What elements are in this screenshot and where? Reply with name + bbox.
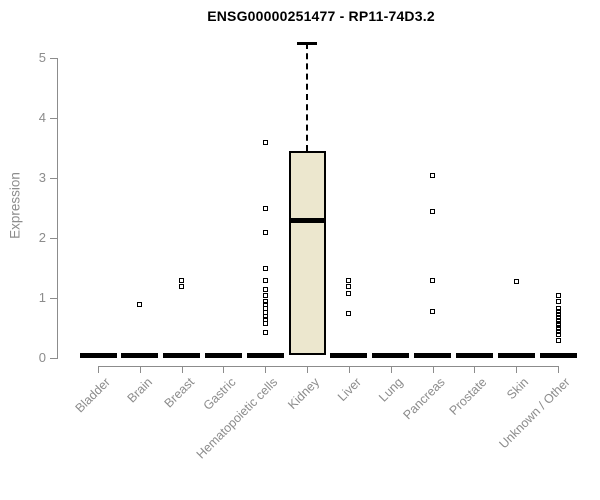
box-kidney <box>288 151 326 355</box>
outlier-point <box>179 283 185 289</box>
outlier-point <box>262 330 268 336</box>
chart-title: ENSG00000251477 - RP11-74D3.2 <box>207 8 435 24</box>
outlier-point <box>346 310 352 316</box>
outlier-point <box>262 229 268 235</box>
outlier-point <box>555 309 561 315</box>
x-tick-label-bladder: Bladder <box>72 375 113 416</box>
x-tick-mark <box>139 366 141 373</box>
outlier-point <box>262 139 268 145</box>
outlier-point <box>555 331 561 337</box>
zero-bar-liver <box>330 353 368 358</box>
x-tick-label-prostate: Prostate <box>446 375 490 418</box>
x-tick-mark <box>98 366 99 373</box>
x-tick-mark <box>390 366 392 373</box>
x-tick-mark <box>265 366 267 373</box>
x-tick-label-hematopoietic-cells: Hematopoietic cells <box>193 375 281 462</box>
zero-bar-brain <box>121 353 159 358</box>
outlier-point <box>430 208 436 214</box>
y-tick-mark <box>50 298 57 299</box>
y-tick-label: 5 <box>38 50 46 65</box>
x-tick-mark <box>223 366 225 373</box>
outlier-point <box>555 337 561 343</box>
y-tick-mark <box>50 358 57 359</box>
outlier-point <box>430 172 436 178</box>
outlier-point <box>555 314 561 320</box>
x-tick-label-brain: Brain <box>124 375 155 406</box>
median-line <box>288 217 326 223</box>
outlier-point <box>262 277 268 283</box>
outlier-point <box>555 328 561 334</box>
y-tick-mark <box>50 238 57 239</box>
outlier-point <box>346 283 352 289</box>
outlier-point <box>555 298 561 304</box>
x-tick-label-gastric: Gastric <box>200 375 239 413</box>
y-tick-label: 1 <box>38 290 46 305</box>
whisker-line <box>306 43 309 151</box>
x-tick-mark <box>181 366 183 373</box>
zero-bar-hematopoietic-cells <box>246 353 284 358</box>
x-tick-label-breast: Breast <box>161 375 197 411</box>
outlier-point <box>262 286 268 292</box>
zero-bar-breast <box>163 353 201 358</box>
x-tick-label-lung: Lung <box>376 375 406 405</box>
x-tick-label-liver: Liver <box>334 375 364 405</box>
zero-bar-gastric <box>204 353 242 358</box>
zero-bar-skin <box>497 353 535 358</box>
zero-bar-bladder <box>79 353 117 358</box>
outlier-point <box>346 290 352 296</box>
outlier-point <box>137 301 143 307</box>
x-axis-line <box>98 366 559 367</box>
outlier-point <box>555 317 561 323</box>
y-tick-label: 4 <box>38 110 46 125</box>
zero-bar-prostate <box>455 353 493 358</box>
outlier-point <box>430 277 436 283</box>
y-tick-mark <box>50 178 57 179</box>
whisker-cap <box>297 42 318 45</box>
outlier-point <box>262 301 268 307</box>
outlier-point <box>262 320 268 326</box>
y-tick-label: 3 <box>38 170 46 185</box>
outlier-point <box>262 298 268 304</box>
y-tick-mark <box>50 118 57 119</box>
zero-bar-lung <box>372 353 410 358</box>
y-axis-line <box>57 58 58 359</box>
y-tick-label: 0 <box>38 350 46 365</box>
x-tick-mark <box>474 366 476 373</box>
outlier-point <box>555 306 561 312</box>
outlier-point <box>346 277 352 283</box>
x-tick-mark <box>516 366 518 373</box>
x-tick-label-kidney: Kidney <box>285 375 322 412</box>
x-tick-label-skin: Skin <box>503 375 532 403</box>
outlier-point <box>555 325 561 331</box>
y-tick-mark <box>50 58 57 59</box>
x-tick-mark <box>348 366 350 373</box>
x-tick-mark <box>558 366 559 373</box>
x-tick-label-pancreas: Pancreas <box>400 375 448 423</box>
outlier-point <box>430 308 436 314</box>
zero-bar-unknown-other <box>539 353 577 358</box>
outlier-point <box>513 279 519 285</box>
zero-bar-pancreas <box>414 353 452 358</box>
outlier-point <box>262 205 268 211</box>
y-tick-label: 2 <box>38 230 46 245</box>
x-tick-mark <box>307 366 309 373</box>
x-tick-mark <box>432 366 434 373</box>
outlier-point <box>262 265 268 271</box>
outlier-point <box>179 277 185 283</box>
outlier-point <box>262 292 268 298</box>
outlier-point <box>555 292 561 298</box>
